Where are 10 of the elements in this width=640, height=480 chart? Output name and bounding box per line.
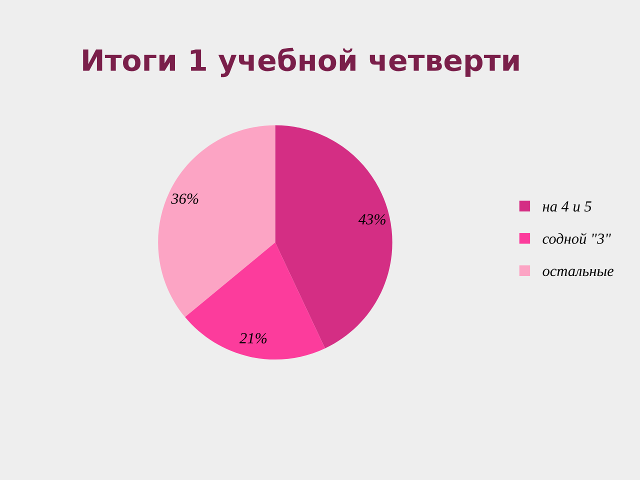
legend-label: содной "3" [542,232,612,244]
pie-slice [158,125,276,318]
data-label: 36% [171,194,198,204]
chart-title: Итоги 1 учебной четверти [83,48,519,78]
legend-label: остальные [542,268,614,276]
pie-slice [275,125,392,348]
data-label: 21% [239,333,267,344]
legend-label: на 4 и 5 [542,201,592,212]
pie-slice [184,242,326,360]
data-label: 43% [358,214,386,225]
